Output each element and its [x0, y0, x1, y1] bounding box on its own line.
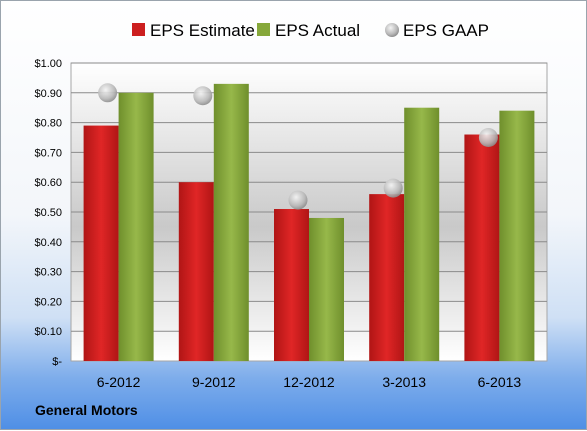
company-name: General Motors	[35, 402, 138, 418]
legend-label: EPS Estimate	[150, 21, 255, 40]
actual-bar	[309, 217, 344, 361]
estimate-bar	[83, 125, 119, 361]
y-tick-label: $0.10	[34, 326, 62, 338]
estimate-bar	[464, 134, 500, 361]
legend-label: EPS GAAP	[403, 21, 489, 40]
y-tick-label: $0.70	[34, 147, 62, 159]
estimate-bar	[369, 194, 405, 361]
x-tick-label: 6-2013	[478, 374, 522, 390]
legend-swatch-gaap	[385, 23, 399, 37]
actual-bar	[404, 107, 440, 361]
y-tick-label: $0.50	[34, 207, 62, 219]
x-tick-label: 6-2012	[97, 374, 141, 390]
estimate-bar	[274, 209, 309, 361]
estimate-bar	[178, 182, 214, 361]
x-tick-label: 12-2012	[283, 374, 335, 390]
y-tick-label: $1.00	[34, 58, 62, 70]
actual-bar	[499, 110, 535, 362]
y-tick-label: $0.30	[34, 267, 62, 279]
y-tick-label: $-	[52, 356, 62, 368]
y-tick-label: $0.60	[34, 177, 62, 189]
actual-bar	[213, 83, 249, 362]
actual-bar	[118, 92, 154, 362]
y-tick-label: $0.90	[34, 88, 62, 100]
legend-swatch-actual	[257, 23, 270, 36]
legend-label: EPS Actual	[275, 21, 360, 40]
gaap-marker	[478, 128, 498, 147]
x-tick-label: 9-2012	[192, 374, 236, 390]
gaap-marker	[288, 190, 308, 210]
y-tick-label: $0.40	[34, 237, 62, 249]
gaap-marker	[383, 178, 403, 198]
y-tick-label: $0.20	[34, 296, 62, 308]
y-tick-label: $0.80	[34, 118, 62, 130]
x-tick-label: 3-2013	[382, 374, 426, 390]
legend-swatch-estimate	[132, 23, 145, 36]
gaap-marker	[98, 83, 118, 103]
gaap-marker	[193, 86, 213, 106]
